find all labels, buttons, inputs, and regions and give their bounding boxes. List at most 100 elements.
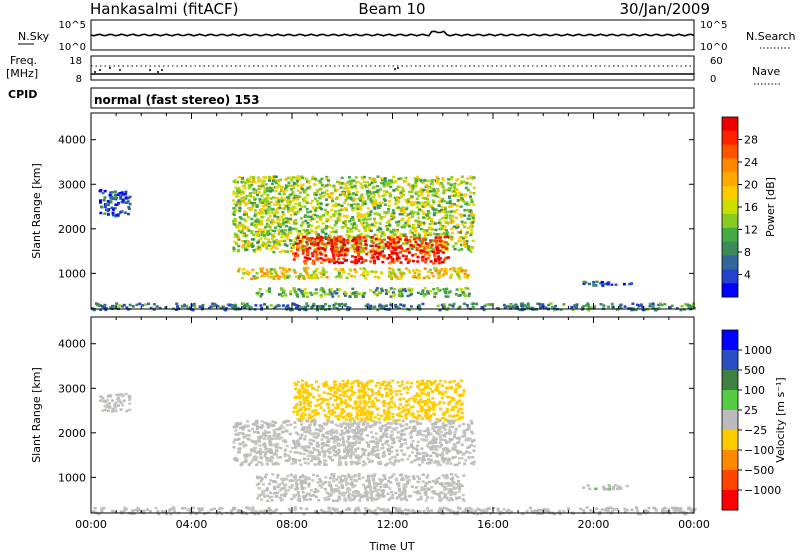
velocity-cell — [427, 393, 431, 397]
power-cell — [392, 294, 396, 298]
power-cell — [232, 247, 236, 251]
velocity-cell — [427, 429, 431, 432]
velocity-cell — [416, 452, 419, 455]
velocity-cell — [437, 402, 441, 406]
velocity-cell — [416, 410, 420, 413]
velocity-cell — [253, 430, 257, 434]
power-cell — [119, 195, 123, 198]
velocity-cell — [441, 456, 445, 460]
velocity-cell — [459, 393, 463, 397]
velocity-cell — [453, 433, 457, 437]
power-cell — [396, 185, 400, 189]
power-cell — [360, 239, 364, 242]
power-cell — [233, 223, 237, 226]
velocity-cell — [250, 439, 254, 443]
velocity-cell — [338, 389, 342, 392]
power-cell — [244, 220, 248, 223]
power-cell — [350, 230, 353, 233]
power-cell — [269, 270, 273, 273]
velocity-cell — [270, 456, 274, 460]
velocity-cell — [252, 440, 256, 444]
power-cell — [360, 186, 364, 190]
power-cell — [368, 235, 372, 239]
power-cell — [471, 305, 475, 309]
power-cell — [439, 182, 443, 185]
power-cell — [404, 198, 408, 202]
power-cell — [257, 176, 261, 180]
velocity-cell — [270, 450, 273, 453]
power-cell — [432, 232, 436, 236]
power-cell — [385, 292, 388, 295]
power-cell — [269, 228, 272, 232]
power-cell — [450, 190, 454, 193]
power-cell — [450, 194, 454, 198]
power-cell — [263, 200, 267, 203]
velocity-cell — [327, 438, 331, 441]
power-cell — [344, 208, 348, 212]
power-cell — [387, 204, 391, 207]
velocity-cell — [257, 460, 260, 464]
power-cell — [423, 178, 427, 182]
power-cell — [469, 213, 473, 217]
power-cell — [126, 200, 130, 203]
velocity-cell — [267, 431, 271, 434]
velocity-cell — [398, 384, 402, 388]
power-cell — [320, 240, 324, 243]
power-cell — [114, 215, 118, 218]
power-cell — [279, 198, 283, 202]
power-cell — [380, 177, 384, 180]
power-cell — [345, 253, 349, 257]
power-cell — [253, 197, 257, 201]
power-cell — [310, 230, 314, 233]
power-cell — [357, 197, 361, 201]
velocity-cell — [359, 413, 363, 417]
power-cell — [395, 237, 399, 241]
freq-dot — [149, 69, 151, 71]
velocity-cell — [264, 431, 268, 434]
power-cell — [399, 244, 403, 248]
y-tick-label: 3000 — [58, 178, 86, 191]
power-cell — [201, 303, 205, 307]
nsky-trace — [90, 30, 695, 37]
power-cell — [401, 254, 405, 257]
power-cell — [422, 216, 425, 219]
power-cell — [272, 250, 276, 254]
velocity-cell — [244, 444, 248, 447]
power-cell — [389, 230, 393, 233]
power-cell — [453, 267, 457, 270]
power-cell — [277, 232, 281, 236]
power-cell — [421, 244, 425, 248]
power-cell — [406, 198, 410, 201]
power-cell — [358, 251, 362, 254]
freq-tick-top: 18 — [69, 56, 82, 67]
power-cell — [356, 212, 360, 215]
velocity-cell — [422, 382, 426, 386]
power-cell — [320, 195, 324, 198]
power-cell — [472, 219, 476, 222]
power-cell — [102, 306, 106, 309]
power-cell — [630, 308, 634, 312]
power-cell — [372, 203, 375, 206]
power-cell — [316, 276, 319, 280]
power-cell — [319, 237, 323, 241]
velocity-cell — [318, 424, 322, 427]
power-cell — [346, 241, 350, 245]
power-cell — [485, 303, 489, 306]
power-cell — [399, 234, 403, 238]
velocity-cell — [339, 399, 343, 402]
power-cell — [346, 306, 350, 309]
power-cell — [298, 240, 302, 243]
power-cell — [466, 217, 470, 220]
power-cell — [663, 303, 667, 306]
power-cell — [402, 288, 405, 291]
velocity-cell — [383, 454, 387, 457]
velocity-cell — [354, 433, 358, 436]
velocity-cell — [448, 422, 452, 425]
velocity-cell — [331, 428, 335, 432]
velocity-cell — [300, 418, 304, 422]
power-cell — [292, 246, 296, 249]
velocity-cell — [413, 416, 417, 419]
velocity-cell — [382, 400, 386, 403]
power-cell — [294, 202, 298, 206]
velocity-cell — [370, 379, 374, 383]
